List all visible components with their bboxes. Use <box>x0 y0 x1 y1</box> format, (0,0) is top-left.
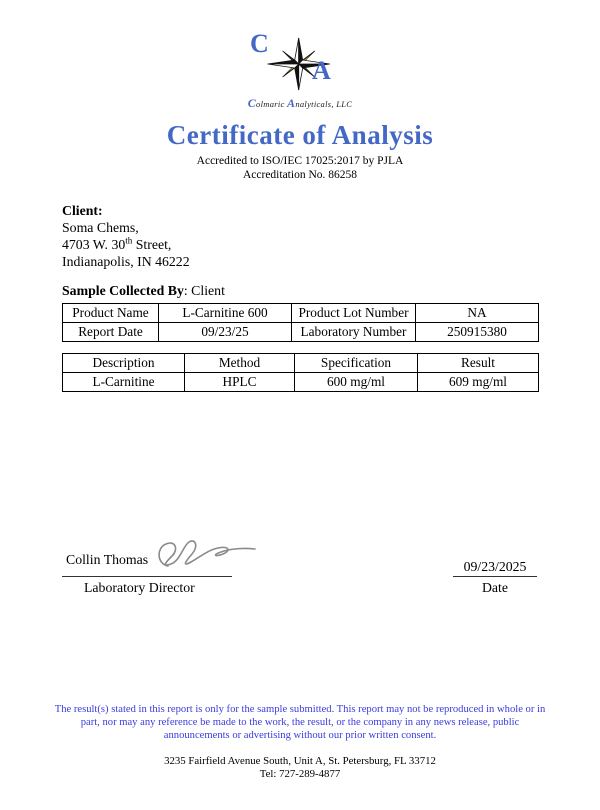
results-header-row: Description Method Specification Result <box>62 353 539 373</box>
table-cell: 250915380 <box>415 322 539 342</box>
table-cell: 09/23/25 <box>158 322 292 342</box>
accreditation-lines: Accredited to ISO/IEC 17025:2017 by PJLA… <box>0 154 600 182</box>
compass-rose-icon <box>267 37 330 91</box>
table-row: Report Date 09/23/25 Laboratory Number 2… <box>62 322 539 342</box>
product-info-table: Product Name L-Carnitine 600 Product Lot… <box>62 303 539 342</box>
sample-collected-line: Sample Collected By: Client <box>62 283 600 299</box>
signature-role: Laboratory Director <box>84 580 195 595</box>
sample-collected-label: Sample Collected By <box>62 283 184 298</box>
table-cell: NA <box>415 303 539 323</box>
table-cell: Product Lot Number <box>291 303 416 323</box>
table-header-cell: Result <box>417 353 539 373</box>
disclaimer-line-2: part, nor may any reference be made to t… <box>80 717 520 728</box>
results-table: Description Method Specification Result … <box>62 353 539 392</box>
table-row: L-Carnitine HPLC 600 mg/ml 609 mg/ml <box>62 372 539 392</box>
company-text-1: olmaric <box>256 99 288 109</box>
disclaimer-line-3: announcements or advertising without our… <box>163 730 437 741</box>
table-cell: Report Date <box>62 322 159 342</box>
footer-address-block: 3235 Fairfield Avenue South, Unit A, St.… <box>0 755 600 781</box>
client-block: Client: Soma Chems, 4703 W. 30th Street,… <box>62 202 600 270</box>
client-address-1: 4703 W. 30th Street, <box>62 236 600 253</box>
signature-name: Collin Thomas <box>66 552 149 567</box>
disclaimer-text: The result(s) stated in this report is o… <box>0 703 600 742</box>
logo-letter-c: C <box>250 29 269 58</box>
signature-block: Collin Thomas Laboratory Director <box>62 540 256 596</box>
date-block: 09/23/2025 Date <box>453 559 537 596</box>
address-street-name: Street, <box>132 237 172 252</box>
table-cell: HPLC <box>184 372 295 392</box>
date-label: Date <box>481 580 509 595</box>
disclaimer-line-1: The result(s) stated in this report is o… <box>54 704 546 715</box>
table-cell: L-Carnitine <box>62 372 185 392</box>
footer-phone: Tel: 727-289-4877 <box>259 768 341 780</box>
client-address-2: Indianapolis, IN 46222 <box>62 254 190 269</box>
company-text-2: nalyticals, LLC <box>295 99 353 109</box>
company-initial-a: A <box>287 96 296 110</box>
table-cell: 600 mg/ml <box>294 372 418 392</box>
footer-address: 3235 Fairfield Avenue South, Unit A, St.… <box>164 755 436 767</box>
page-title: Certificate of Analysis <box>166 120 434 150</box>
table-header-cell: Description <box>62 353 185 373</box>
signature-line: Collin Thomas <box>62 540 256 577</box>
table-cell: 609 mg/ml <box>417 372 539 392</box>
table-cell: L-Carnitine 600 <box>158 303 292 323</box>
date-value: 09/23/2025 <box>453 559 537 577</box>
address-ordinal-suffix: th <box>125 235 133 246</box>
signature-scribble-icon <box>158 540 256 567</box>
table-row: Product Name L-Carnitine 600 Product Lot… <box>62 303 539 323</box>
signature-section: Collin Thomas Laboratory Director 09/23/… <box>62 540 537 596</box>
company-initial-c: C <box>247 96 257 110</box>
sample-collected-value: Client <box>191 283 225 298</box>
table-cell: Product Name <box>62 303 159 323</box>
table-cell: Laboratory Number <box>291 322 416 342</box>
address-street-number: 4703 W. 30 <box>62 237 126 252</box>
accreditation-line-2: Accreditation No. 86258 <box>242 169 357 181</box>
client-label: Client: <box>62 203 103 218</box>
client-name: Soma Chems, <box>62 220 139 235</box>
logo-letter-a: A <box>312 56 331 85</box>
table-header-cell: Method <box>184 353 295 373</box>
logo-company-name: Colmaric Analyticals, LLC <box>0 96 600 111</box>
accreditation-line-1: Accredited to ISO/IEC 17025:2017 by PJLA <box>196 155 404 167</box>
table-header-cell: Specification <box>294 353 418 373</box>
sample-collected-separator: : <box>183 283 192 298</box>
company-logo: C A <box>220 29 380 94</box>
